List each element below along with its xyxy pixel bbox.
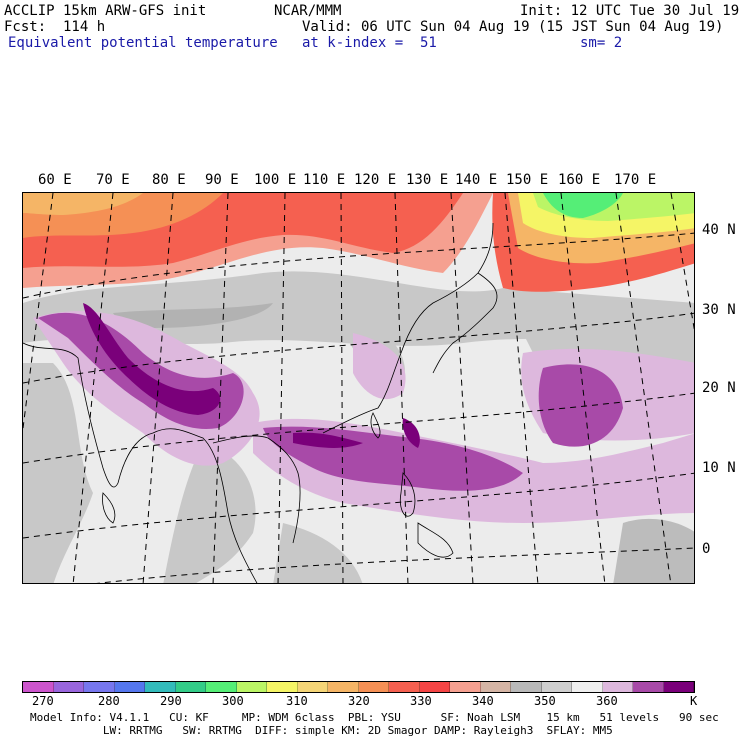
lon-label: 140 E xyxy=(455,172,498,188)
colorbar-swatch xyxy=(358,682,389,692)
colorbar-swatch xyxy=(145,682,176,692)
colorbar-swatch xyxy=(389,682,420,692)
colorbar-swatch xyxy=(267,682,298,692)
colorbar-tick-label: 290 xyxy=(160,694,182,708)
colorbar-swatch xyxy=(633,682,664,692)
valid-time: Valid: 06 UTC Sun 04 Aug 19 (15 JST Sun … xyxy=(302,19,724,35)
colorbar-swatch xyxy=(206,682,237,692)
lon-label: 60 E xyxy=(38,172,72,188)
colorbar-swatch xyxy=(480,682,511,692)
colorbar-tick-label: 330 xyxy=(410,694,432,708)
colorbar xyxy=(22,681,695,693)
lat-label: 10 N xyxy=(702,460,736,476)
colorbar-unit: K xyxy=(690,694,698,708)
footer-model-info: Model Info: V4.1.1 CU: KF MP: WDM 6class… xyxy=(30,711,719,724)
colorbar-swatch xyxy=(175,682,206,692)
colorbar-tick-label: 300 xyxy=(222,694,244,708)
lat-label: 0 xyxy=(702,541,711,557)
colorbar-swatch xyxy=(663,682,694,692)
lat-label: 40 N xyxy=(702,222,736,238)
colorbar-swatch xyxy=(84,682,115,692)
colorbar-tick-label: 360 xyxy=(596,694,618,708)
colorbar-tick-label: 350 xyxy=(534,694,556,708)
colorbar-swatch xyxy=(572,682,603,692)
lon-label: 170 E xyxy=(614,172,657,188)
smoothing: sm= 2 xyxy=(580,35,623,51)
colorbar-swatch xyxy=(328,682,359,692)
model-title: ACCLIP 15km ARW-GFS init xyxy=(4,3,207,19)
theta-e-map xyxy=(23,193,694,583)
lon-label: 80 E xyxy=(152,172,186,188)
colorbar-tick-label: 310 xyxy=(286,694,308,708)
colorbar-swatch xyxy=(297,682,328,692)
colorbar-swatch xyxy=(541,682,572,692)
colorbar-swatch xyxy=(114,682,145,692)
colorbar-swatch xyxy=(419,682,450,692)
colorbar-swatch xyxy=(602,682,633,692)
lon-label: 160 E xyxy=(558,172,601,188)
lon-label: 110 E xyxy=(303,172,346,188)
lon-label: 70 E xyxy=(96,172,130,188)
colorbar-tick-label: 270 xyxy=(32,694,54,708)
colorbar-tick-label: 340 xyxy=(472,694,494,708)
lon-label: 130 E xyxy=(406,172,449,188)
colorbar-swatch xyxy=(236,682,267,692)
level-index: at k-index = 51 xyxy=(302,35,437,51)
colorbar-swatch xyxy=(450,682,481,692)
lon-label: 90 E xyxy=(205,172,239,188)
lon-label: 150 E xyxy=(506,172,549,188)
colorbar-swatch xyxy=(511,682,542,692)
org-label: NCAR/MMM xyxy=(274,3,342,19)
colorbar-tick-label: 280 xyxy=(98,694,120,708)
lon-label: 120 E xyxy=(354,172,397,188)
lat-label: 20 N xyxy=(702,380,736,396)
forecast-hour: Fcst: 114 h xyxy=(4,19,106,35)
footer-physics-info: LW: RRTMG SW: RRTMG DIFF: simple KM: 2D … xyxy=(30,724,613,737)
field-name: Equivalent potential temperature xyxy=(8,35,278,51)
colorbar-swatch xyxy=(53,682,84,692)
map-panel xyxy=(22,192,695,584)
lon-label: 100 E xyxy=(254,172,297,188)
colorbar-tick-label: 320 xyxy=(348,694,370,708)
lat-label: 30 N xyxy=(702,302,736,318)
init-time: Init: 12 UTC Tue 30 Jul 19 xyxy=(520,3,740,19)
colorbar-swatch xyxy=(23,682,54,692)
